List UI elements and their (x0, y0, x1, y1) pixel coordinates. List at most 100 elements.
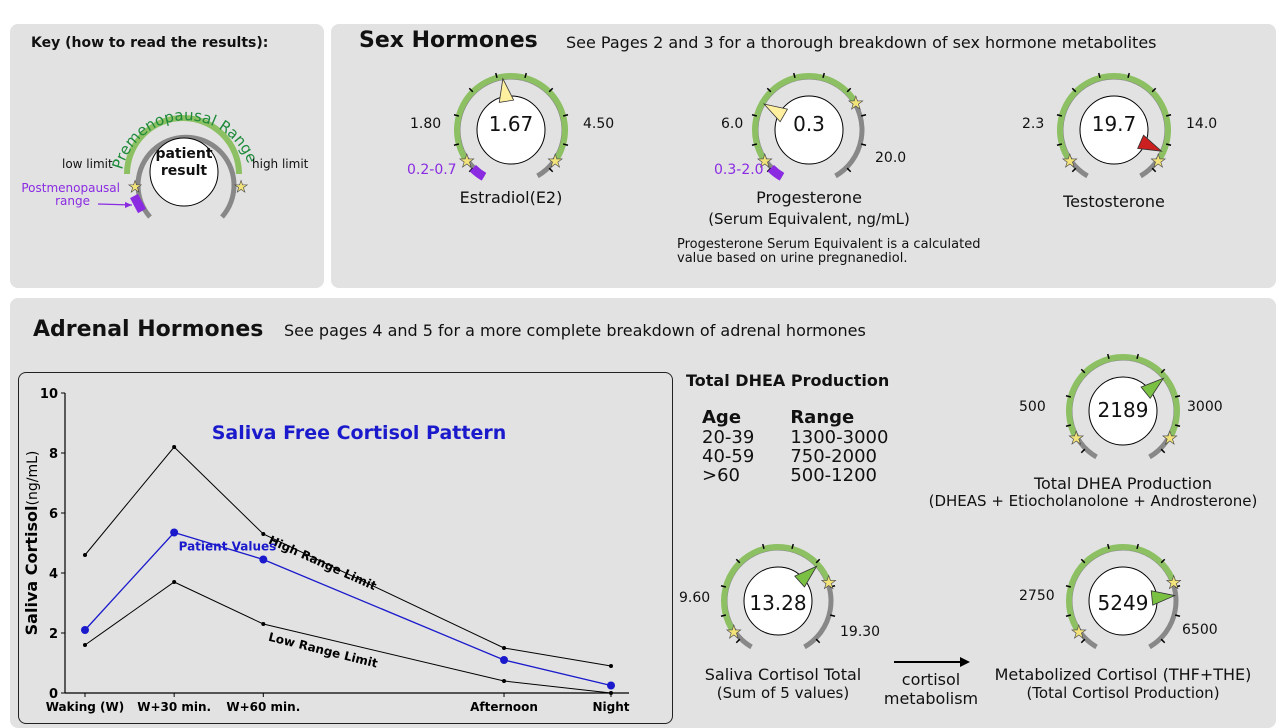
gauge-tick (1174, 424, 1181, 427)
key-postmeno-line2: range (55, 194, 90, 208)
saliva-label1: Saliva Cortisol Total (704, 665, 862, 684)
saliva-cortisol-gauge: ★★ (720, 543, 837, 650)
gauge-range-arc (1066, 354, 1180, 440)
y-tick-label: 2 (49, 627, 58, 642)
sex-hormones-subtitle: See Pages 2 and 3 for a thorough breakdo… (566, 33, 1157, 52)
testosterone-value: 19.7 (1091, 112, 1137, 136)
gauge-tick (762, 543, 765, 550)
data-point (502, 679, 507, 683)
y-axis-label: Saliva Cortisol(ng/mL) (22, 451, 41, 636)
gauge-needle (1150, 590, 1177, 606)
gauge-tick (1065, 395, 1072, 398)
gauge-tick (1065, 614, 1072, 617)
data-point (607, 681, 615, 690)
gauge-tick (860, 114, 867, 117)
gauge-tick (1174, 395, 1181, 398)
gauge-center (774, 95, 844, 165)
dhea-table: Age Range 20-39 1300-3000 40-59 750-2000 >… (702, 407, 924, 486)
gauge-tick (453, 114, 460, 117)
gauge-tick (1160, 448, 1166, 454)
gauge-tick (468, 87, 474, 93)
gauge-tick (1151, 87, 1157, 93)
gauge-tick (1151, 167, 1157, 173)
sex-hormones-title: Sex Hormones (359, 28, 538, 53)
gauge-tick (1065, 424, 1072, 427)
low-limit-star-icon: ★ (757, 151, 773, 172)
dhea-age: >60 (702, 465, 740, 486)
dhea-age: 40-59 (702, 446, 755, 467)
gauge-tick (766, 87, 772, 93)
high-limit-star-icon: ★ (1166, 573, 1182, 594)
adrenal-title: Adrenal Hormones (33, 317, 264, 342)
arrow-label-line1: cortisol (901, 670, 961, 689)
gauge-tick (548, 167, 554, 173)
adrenal-subtitle: See pages 4 and 5 for a more complete br… (284, 321, 866, 340)
key-high-star: ★ (234, 177, 248, 196)
sex-hormones-panel: Sex Hormones See Pages 2 and 3 for a tho… (331, 24, 1276, 288)
saliva-label2: (Sum of 5 values) (716, 684, 850, 702)
gauge-tick (751, 143, 758, 146)
key-center-label: patient result (148, 146, 220, 180)
gauge-tick (1080, 558, 1086, 564)
gauge-tick (735, 558, 741, 564)
gauge-tick (846, 87, 852, 93)
testosterone-gauge: ★ ★ (1056, 72, 1172, 179)
x-tick-label: W+60 min. (226, 700, 300, 714)
key-center-line2: result (160, 163, 208, 179)
gauge-tick (1160, 558, 1166, 564)
key-low-limit: low limit (62, 157, 113, 171)
series-line (84, 581, 612, 694)
gauge-range-arc (1057, 73, 1171, 163)
dhea-range: 500-1200 (790, 465, 877, 486)
data-point (172, 580, 177, 584)
key-low-star: ★ (128, 177, 142, 196)
progesterone-low: 6.0 (721, 116, 744, 132)
table-row: >60 500-1200 (702, 466, 924, 485)
dhea-col-age: Age (702, 407, 742, 428)
gauge-tick (860, 143, 867, 146)
gauge-tick (1136, 353, 1139, 360)
progesterone-label: Progesterone (756, 188, 862, 207)
gauge-postmeno-mark (767, 164, 785, 181)
table-row: 40-59 750-2000 (702, 447, 924, 466)
data-point (170, 528, 179, 537)
data-point (609, 691, 613, 695)
data-point (500, 656, 509, 664)
gauge-tick (495, 72, 498, 79)
high-limit-star-icon: ★ (821, 573, 837, 594)
progesterone-note: Progesterone Serum Equivalent is a calcu… (677, 238, 980, 266)
gauge-center (1079, 95, 1149, 165)
gauge-tick (1165, 143, 1172, 146)
series-label: Low Range Limit (267, 630, 379, 671)
estradiol-label: Estradiol(E2) (459, 188, 563, 207)
gauge-range-arc (1066, 544, 1177, 634)
low-limit-star-icon: ★ (1062, 151, 1078, 172)
gauge-tick (1071, 87, 1077, 93)
dhea-high: 3000 (1187, 399, 1223, 415)
gauge-tick (751, 114, 758, 117)
dhea-gauge: ★ ★ (1065, 353, 1181, 460)
key-postmeno-mark (130, 193, 146, 214)
estradiol-low: 1.80 (410, 116, 442, 132)
data-point (261, 622, 266, 626)
testosterone-label: Testosterone (1063, 192, 1165, 211)
gauge-range-arc (454, 73, 568, 163)
cortisol-metabolism-label: cortisol metabolism (876, 670, 986, 708)
arrow-label-line2: metabolism (883, 689, 979, 708)
gauge-tick (720, 614, 727, 617)
gauge-tick (1098, 72, 1101, 79)
dhea-label2: (DHEAS + Etiocholanolone + Androsterone) (928, 492, 1258, 510)
gauge-tick (829, 614, 836, 617)
key-range-arc (124, 115, 242, 175)
estradiol-postmeno: 0.2-0.7 (407, 162, 457, 178)
x-tick-label: Waking (W) (46, 700, 125, 714)
gauge-needle (1137, 134, 1163, 152)
gauge-tick (1107, 353, 1110, 360)
progesterone-postmeno: 0.3-2.0 (714, 162, 764, 178)
gauge-tick (1065, 585, 1072, 588)
gauge-tick (1056, 114, 1063, 117)
high-limit-star-icon: ★ (848, 93, 864, 114)
high-limit-star-icon: ★ (1150, 151, 1166, 172)
gauge-tick (1071, 167, 1077, 173)
key-postmeno-label: Postmenopausal range (14, 182, 120, 208)
